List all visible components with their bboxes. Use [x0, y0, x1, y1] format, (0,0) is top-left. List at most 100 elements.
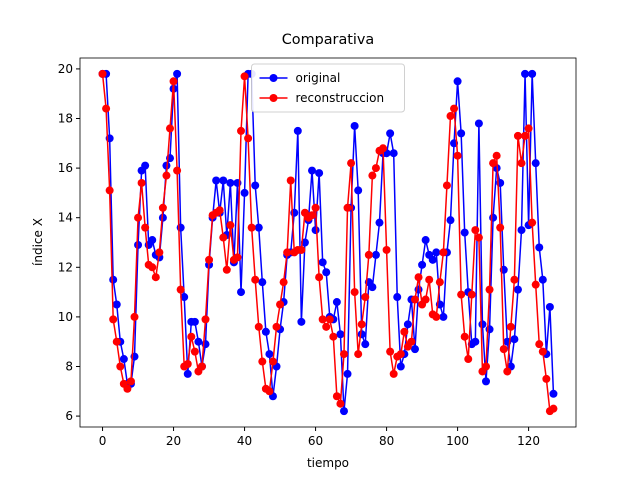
data-point — [410, 345, 419, 354]
data-point — [176, 223, 185, 232]
data-point — [549, 404, 558, 413]
data-point — [112, 337, 121, 346]
data-point — [545, 302, 554, 311]
data-point — [336, 330, 345, 339]
data-point — [158, 203, 167, 212]
data-point — [428, 255, 437, 264]
data-point — [130, 312, 139, 321]
data-point — [244, 134, 253, 143]
data-point — [183, 369, 192, 378]
data-point — [386, 347, 395, 356]
data-point — [237, 288, 246, 297]
data-point — [535, 243, 544, 252]
axes-frame — [79, 57, 577, 428]
data-point — [190, 317, 199, 326]
data-point — [126, 377, 135, 386]
data-point — [460, 228, 469, 237]
data-point — [226, 221, 235, 230]
data-point — [474, 119, 483, 128]
data-point — [446, 216, 455, 225]
data-point — [148, 236, 157, 245]
data-point — [105, 186, 114, 195]
data-point — [268, 357, 277, 366]
data-point — [102, 104, 111, 113]
data-point — [332, 298, 341, 307]
data-point — [457, 290, 466, 299]
data-point — [233, 253, 242, 262]
data-point — [496, 223, 505, 232]
data-point — [329, 332, 338, 341]
data-point — [158, 213, 167, 222]
data-point — [194, 337, 203, 346]
data-point — [361, 340, 370, 349]
data-point — [276, 300, 285, 309]
data-point — [155, 248, 164, 257]
data-point — [510, 335, 519, 344]
data-point — [375, 218, 384, 227]
data-point — [322, 322, 331, 331]
data-point — [258, 357, 267, 366]
data-point — [421, 236, 430, 245]
data-point — [364, 250, 373, 259]
data-point — [439, 312, 448, 321]
data-point — [549, 389, 558, 398]
data-point — [293, 126, 302, 135]
data-point — [474, 233, 483, 242]
data-point — [489, 159, 498, 168]
data-point — [219, 176, 228, 185]
data-point — [254, 322, 263, 331]
x-tick-label: 100 — [446, 434, 469, 448]
data-point — [453, 77, 462, 86]
data-point — [169, 77, 178, 86]
y-tick-label: 16 — [58, 161, 73, 175]
series-line — [102, 73, 555, 412]
data-point — [414, 273, 423, 282]
data-point — [339, 407, 348, 416]
data-point — [315, 169, 324, 178]
data-point — [492, 151, 501, 160]
data-point — [506, 322, 515, 331]
legend-label: reconstruccion — [296, 91, 385, 105]
chart-title: Comparativa — [282, 32, 375, 48]
data-point — [251, 275, 260, 284]
data-point — [258, 278, 267, 287]
data-point — [425, 275, 434, 284]
data-point — [418, 260, 427, 269]
y-tick-label: 12 — [58, 260, 73, 274]
data-point — [183, 360, 192, 369]
data-point — [166, 124, 175, 133]
data-point — [311, 203, 320, 212]
data-point — [464, 355, 473, 364]
data-point — [481, 362, 490, 371]
data-point — [457, 129, 466, 138]
data-point — [297, 317, 306, 326]
data-point — [528, 218, 537, 227]
data-point — [389, 369, 398, 378]
data-point — [261, 327, 270, 336]
data-point — [222, 265, 231, 274]
data-point — [389, 149, 398, 158]
y-tick-label: 10 — [58, 310, 73, 324]
data-point — [339, 350, 348, 359]
data-point — [513, 285, 522, 294]
data-point — [176, 285, 185, 294]
data-point — [343, 369, 352, 378]
legend-box — [251, 63, 405, 113]
data-point — [368, 171, 377, 180]
data-point — [531, 280, 540, 289]
x-axis-label: tiempo — [307, 456, 349, 470]
data-point — [286, 176, 295, 185]
data-point — [407, 337, 416, 346]
data-point — [542, 374, 551, 383]
data-point — [354, 350, 363, 359]
y-axis-label: índice X — [31, 218, 45, 266]
data-point — [524, 124, 533, 133]
data-point — [350, 288, 359, 297]
data-point — [453, 151, 462, 160]
data-point — [396, 350, 405, 359]
data-point — [467, 290, 476, 299]
legend-marker — [269, 74, 278, 82]
x-tick-label: 60 — [308, 434, 323, 448]
data-point — [112, 300, 121, 309]
